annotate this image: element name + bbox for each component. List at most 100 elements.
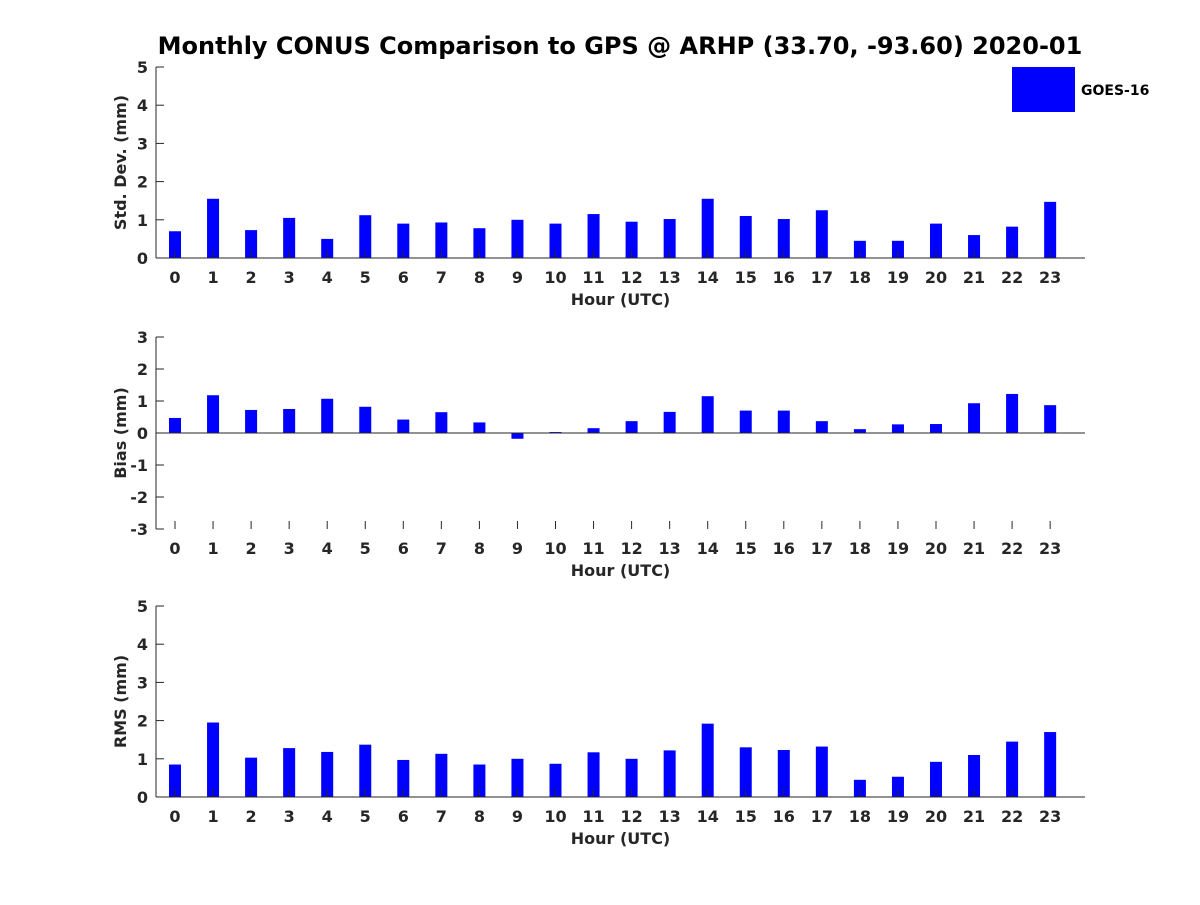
bar-std-dev-2 (245, 230, 258, 258)
chart-title: Monthly CONUS Comparison to GPS @ ARHP (… (158, 32, 1083, 60)
x-tick-label: 10 (544, 539, 566, 558)
y-tick-label: 0 (137, 788, 148, 807)
bar-bias-15 (739, 410, 752, 433)
bar-rms-0 (169, 764, 181, 797)
y-tick-label: 1 (137, 750, 148, 769)
x-tick-label: 16 (773, 539, 795, 558)
x-tick-label: 1 (207, 807, 218, 826)
bar-std-dev-10 (549, 223, 562, 258)
bar-rms-6 (397, 759, 410, 797)
bar-rms-20 (930, 761, 942, 797)
x-tick-label: 7 (436, 268, 447, 287)
bar-bias-0 (169, 417, 181, 433)
x-tick-label: 15 (735, 539, 757, 558)
x-tick-label: 9 (512, 268, 523, 287)
bar-rms-1 (207, 722, 220, 797)
bar-bias-14 (701, 396, 714, 433)
y-tick-label: 5 (137, 58, 148, 77)
y-tick-label: 3 (137, 134, 148, 153)
y-tick-label: -3 (130, 520, 148, 539)
x-tick-label: 20 (925, 539, 947, 558)
x-axis-label: Hour (UTC) (571, 829, 671, 848)
bar-std-dev-8 (473, 228, 486, 258)
x-tick-label: 14 (697, 539, 719, 558)
x-tick-label: 8 (474, 268, 485, 287)
y-tick-label: 1 (137, 392, 148, 411)
bar-bias-11 (587, 428, 600, 433)
bar-bias-16 (777, 410, 790, 433)
bar-bias-6 (397, 419, 410, 433)
x-tick-label: 2 (246, 539, 257, 558)
x-tick-label: 7 (436, 539, 447, 558)
x-tick-label: 5 (360, 539, 371, 558)
y-tick-label: -2 (130, 488, 148, 507)
legend: GOES-16 (1012, 67, 1149, 112)
bar-bias-18 (853, 429, 866, 433)
x-tick-label: 16 (773, 807, 795, 826)
bar-rms-17 (815, 746, 828, 797)
x-tick-label: 14 (697, 807, 719, 826)
x-tick-label: 13 (659, 807, 681, 826)
bar-std-dev-18 (853, 240, 866, 258)
x-tick-label: 12 (620, 539, 642, 558)
bar-rms-12 (625, 758, 638, 797)
x-tick-label: 22 (1001, 268, 1023, 287)
x-tick-label: 3 (284, 539, 295, 558)
bar-rms-11 (587, 752, 600, 797)
y-tick-label: 3 (137, 673, 148, 692)
bar-bias-8 (473, 422, 486, 433)
bar-rms-18 (853, 779, 866, 797)
y-axis-label: Std. Dev. (mm) (111, 95, 130, 230)
bar-rms-4 (321, 751, 334, 797)
y-tick-label: 0 (137, 424, 148, 443)
x-tick-label: 8 (474, 807, 485, 826)
bar-std-dev-6 (397, 223, 410, 258)
x-tick-label: 6 (398, 539, 409, 558)
bar-bias-13 (663, 411, 676, 433)
bar-std-dev-15 (739, 215, 752, 258)
bar-std-dev-3 (283, 217, 296, 258)
bar-rms-22 (1006, 741, 1019, 797)
bar-std-dev-0 (169, 231, 181, 258)
y-tick-label: 1 (137, 211, 148, 230)
bar-rms-2 (245, 757, 258, 797)
y-tick-label: 2 (137, 712, 148, 731)
x-tick-label: 16 (773, 268, 795, 287)
x-tick-label: 11 (582, 268, 604, 287)
x-tick-label: 4 (322, 268, 333, 287)
legend-label-goes-16: GOES-16 (1081, 83, 1149, 99)
bar-std-dev-17 (815, 210, 828, 258)
x-tick-label: 17 (811, 268, 833, 287)
bar-rms-23 (1044, 732, 1057, 797)
bar-bias-12 (625, 421, 638, 433)
bar-std-dev-1 (207, 198, 220, 258)
x-tick-label: 19 (887, 807, 909, 826)
x-tick-label: 4 (322, 539, 333, 558)
bar-rms-10 (549, 763, 562, 797)
x-tick-label: 0 (169, 268, 180, 287)
x-tick-label: 5 (360, 268, 371, 287)
x-tick-label: 9 (512, 807, 523, 826)
bar-bias-22 (1006, 393, 1019, 433)
bar-rms-21 (968, 754, 981, 797)
x-tick-label: 11 (582, 539, 604, 558)
x-tick-label: 3 (284, 807, 295, 826)
bar-bias-2 (245, 409, 258, 433)
bar-bias-17 (815, 421, 828, 433)
bar-rms-5 (359, 744, 372, 797)
x-tick-label: 10 (544, 268, 566, 287)
y-tick-label: 3 (137, 328, 148, 347)
x-tick-label: 1 (207, 539, 218, 558)
bar-bias-3 (283, 409, 296, 433)
x-tick-label: 11 (582, 807, 604, 826)
bar-bias-20 (930, 424, 942, 433)
bar-bias-5 (359, 406, 372, 433)
x-tick-label: 4 (322, 807, 333, 826)
bar-rms-9 (511, 758, 524, 797)
x-tick-label: 17 (811, 539, 833, 558)
x-tick-label: 15 (735, 268, 757, 287)
x-tick-label: 0 (169, 807, 180, 826)
x-axis-label: Hour (UTC) (571, 561, 671, 580)
